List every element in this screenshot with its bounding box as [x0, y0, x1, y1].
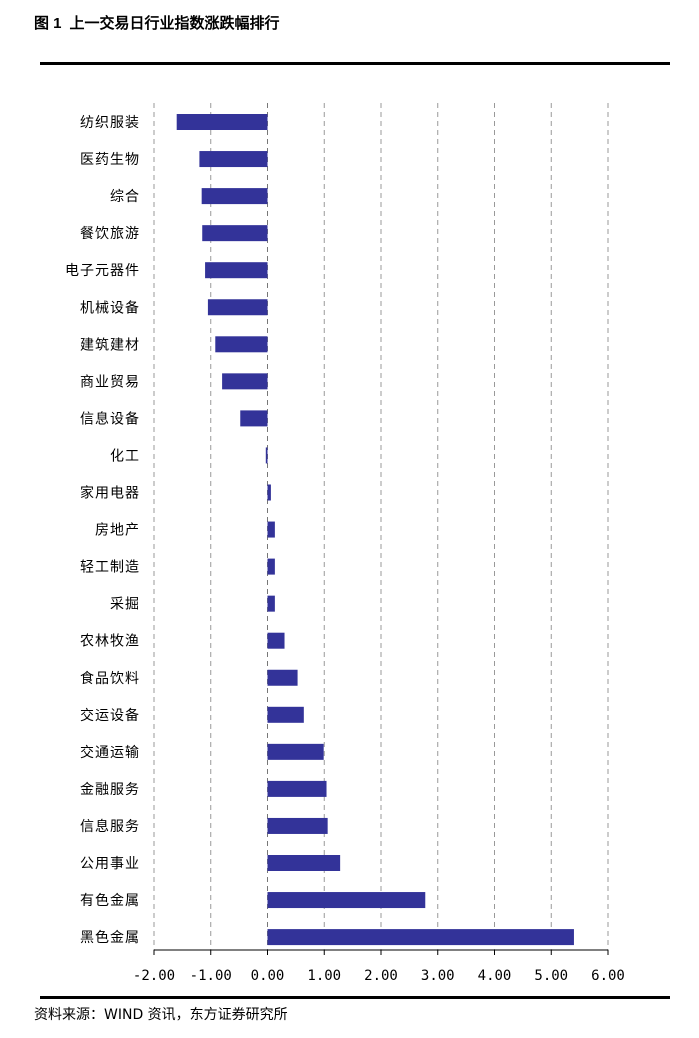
category-label: 采掘: [110, 597, 140, 613]
figure-title: 图 1 上一交易日行业指数涨跌幅排行: [34, 12, 280, 33]
category-label: 纺织服装: [80, 115, 140, 131]
bar: [267, 595, 275, 612]
bar: [267, 669, 298, 686]
bar: [205, 262, 268, 279]
x-tick-label: 2.00: [364, 968, 398, 984]
figure-title-text: 上一交易日行业指数涨跌幅排行: [69, 14, 280, 32]
category-label: 信息设备: [80, 410, 140, 427]
bar: [267, 855, 341, 871]
bar: [267, 817, 328, 834]
category-label: 交通运输: [80, 744, 140, 761]
category-label: 农林牧渔: [80, 634, 140, 650]
bar: [267, 743, 324, 760]
category-label: 化工: [110, 448, 140, 464]
category-label: 家用电器: [80, 485, 140, 502]
x-tick-label: 3.00: [421, 968, 455, 984]
x-tick-label: 0.00: [251, 968, 285, 984]
x-tick-label: -1.00: [190, 968, 232, 984]
category-label: 房地产: [95, 523, 140, 539]
source-note: 资料来源：WIND 资讯，东方证券研究所: [34, 1007, 288, 1023]
category-label: 餐饮旅游: [80, 226, 140, 242]
bar: [267, 706, 304, 723]
category-label: 电子元器件: [65, 263, 140, 279]
bottom-rule: [40, 996, 670, 999]
x-tick-label: 1.00: [307, 968, 341, 984]
category-label: 信息服务: [80, 818, 140, 835]
category-label: 黑色金属: [80, 929, 140, 946]
category-label: 交运设备: [80, 707, 140, 724]
bar: [265, 447, 268, 464]
bar: [267, 929, 574, 946]
bar: [267, 892, 426, 909]
bar: [202, 225, 268, 242]
bar: [215, 336, 268, 353]
bar: [267, 484, 271, 501]
category-label: 食品饮料: [80, 670, 140, 687]
x-tick-label: 5.00: [534, 968, 568, 984]
category-label: 轻工制造: [80, 560, 140, 576]
top-rule: [40, 62, 670, 65]
x-tick-label: -2.00: [133, 968, 175, 984]
bar: [207, 299, 268, 316]
figure-number: 图 1: [34, 15, 62, 32]
category-label: 建筑建材: [80, 337, 140, 353]
category-label: 医药生物: [80, 152, 140, 168]
category-label: 商业贸易: [80, 374, 140, 390]
category-label: 公用事业: [80, 856, 140, 872]
category-label: 金融服务: [80, 782, 140, 798]
category-label: 有色金属: [80, 892, 140, 909]
category-label: 综合: [110, 189, 140, 205]
x-tick-label: 6.00: [591, 968, 625, 984]
bar: [267, 521, 275, 538]
bar: [199, 151, 268, 168]
bar: [240, 410, 268, 427]
bar: [267, 780, 327, 797]
bar: [267, 558, 275, 575]
bar: [222, 373, 268, 390]
bar: [267, 632, 285, 649]
bar: [176, 114, 268, 130]
x-tick-label: 4.00: [478, 968, 512, 984]
category-label: 机械设备: [80, 299, 140, 316]
bar: [201, 188, 268, 205]
